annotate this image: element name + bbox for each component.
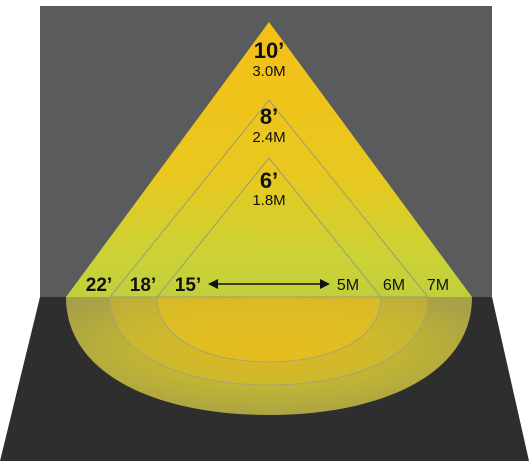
height-label-ft-8: 8’ xyxy=(260,104,278,129)
height-label-m-1-8: 1.8M xyxy=(252,192,285,209)
width-label-ft-18: 18’ xyxy=(130,275,156,296)
width-label-ft-15: 15’ xyxy=(175,275,201,296)
height-label-ft-10: 10’ xyxy=(254,38,285,63)
height-label-ft-6: 6’ xyxy=(260,168,278,193)
height-label-m-2-4: 2.4M xyxy=(252,129,285,146)
height-label-m-3: 3.0M xyxy=(252,63,285,80)
cone-inner xyxy=(155,157,383,298)
double-arrow-icon xyxy=(208,279,330,289)
width-label-m-5: 5M xyxy=(337,277,359,294)
width-label-m-6: 6M xyxy=(383,277,405,294)
floor-pool-inner xyxy=(156,296,382,363)
width-label-m-7: 7M xyxy=(427,277,449,294)
floor-pool-middle xyxy=(109,296,429,386)
cone-outer xyxy=(66,22,472,297)
floor-pool-outer xyxy=(66,297,472,415)
width-label-ft-22: 22’ xyxy=(86,275,112,296)
